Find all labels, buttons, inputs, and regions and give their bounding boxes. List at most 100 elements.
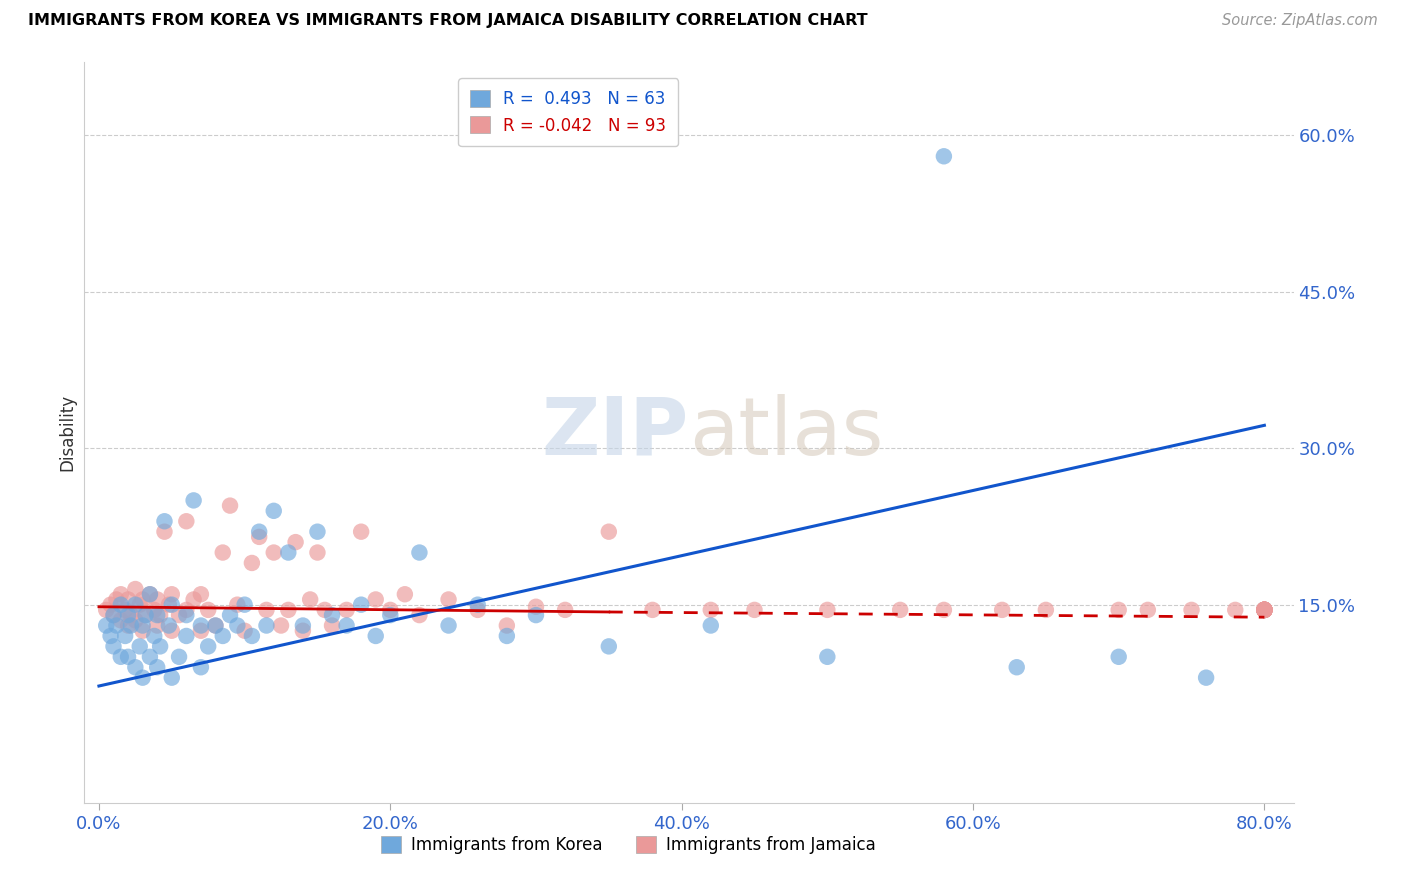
Point [146,618,169,632]
Point [641,603,664,617]
Point [110,613,132,627]
Point [1035,603,1057,617]
Point [240,556,263,570]
Point [105,592,128,607]
Point [270,618,292,632]
Point [149,608,172,623]
Point [204,618,226,632]
Point [1108,603,1130,617]
Point [1253,603,1275,617]
Point [495,629,517,643]
Point [991,603,1014,617]
Point [233,624,256,638]
Point [598,524,620,539]
Point [139,587,162,601]
Point [117,649,139,664]
Point [157,618,180,632]
Point [467,603,489,617]
Point [124,660,146,674]
Point [190,624,212,638]
Point [96,618,118,632]
Point [554,603,576,617]
Point [149,640,172,654]
Point [256,603,278,617]
Point [190,618,212,632]
Point [1253,603,1275,617]
Point [350,598,373,612]
Point [932,603,955,617]
Point [160,587,183,601]
Point [120,608,142,623]
Point [204,618,226,632]
Point [117,592,139,607]
Point [247,530,270,544]
Point [183,592,205,607]
Point [1253,603,1275,617]
Point [1253,603,1275,617]
Point [211,545,233,559]
Point [307,524,329,539]
Point [117,608,139,623]
Point [226,618,249,632]
Point [157,598,180,612]
Point [1253,603,1275,617]
Point [153,524,176,539]
Point [408,545,430,559]
Point [1253,603,1275,617]
Point [176,514,198,528]
Point [103,640,125,654]
Point [124,598,146,612]
Point [524,599,547,614]
Point [103,608,125,623]
Point [1253,603,1275,617]
Point [277,545,299,559]
Point [314,603,336,617]
Point [1253,603,1275,617]
Point [124,613,146,627]
Point [350,524,373,539]
Point [105,618,128,632]
Point [131,624,153,638]
Point [380,603,402,617]
Point [160,671,183,685]
Point [744,603,766,617]
Point [146,608,169,623]
Point [1253,603,1275,617]
Point [291,624,314,638]
Point [183,493,205,508]
Point [256,618,278,632]
Point [143,603,166,617]
Point [128,598,150,612]
Point [247,524,270,539]
Point [135,608,157,623]
Point [263,504,285,518]
Point [364,629,387,643]
Point [96,603,118,617]
Point [437,592,460,607]
Point [1253,603,1275,617]
Point [815,603,838,617]
Point [146,592,169,607]
Point [146,660,169,674]
Point [226,598,249,612]
Point [1253,603,1275,617]
Point [394,587,416,601]
Point [1253,603,1275,617]
Point [197,603,219,617]
Point [167,649,190,664]
Point [176,629,198,643]
Point [1005,660,1028,674]
Point [1253,603,1275,617]
Point [110,649,132,664]
Point [139,587,162,601]
Point [139,649,162,664]
Text: Source: ZipAtlas.com: Source: ZipAtlas.com [1222,13,1378,29]
Point [364,592,387,607]
Point [103,608,125,623]
Point [1253,603,1275,617]
Point [307,545,329,559]
Point [299,592,322,607]
Point [190,660,212,674]
Point [167,608,190,623]
Point [1253,603,1275,617]
